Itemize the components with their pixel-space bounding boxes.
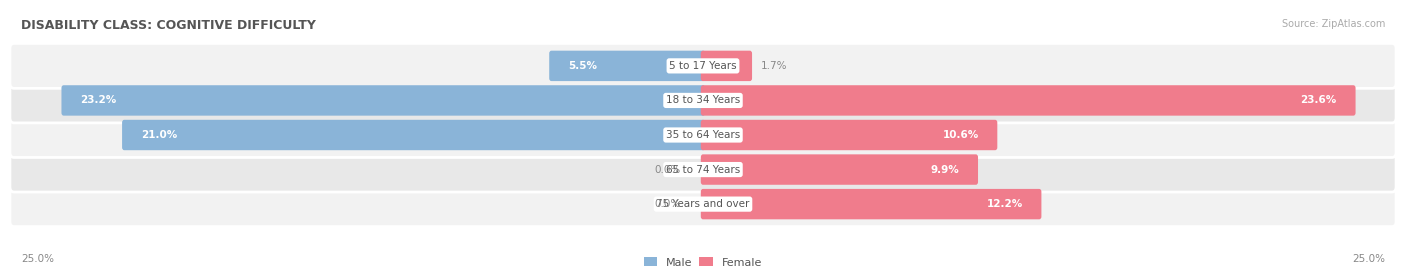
FancyBboxPatch shape (700, 85, 1355, 116)
Text: 25.0%: 25.0% (1353, 254, 1385, 264)
Text: 0.0%: 0.0% (655, 164, 681, 175)
FancyBboxPatch shape (10, 182, 1396, 227)
Text: 23.2%: 23.2% (80, 95, 117, 106)
Text: Source: ZipAtlas.com: Source: ZipAtlas.com (1281, 19, 1385, 29)
Text: 12.2%: 12.2% (987, 199, 1022, 209)
Text: 0.0%: 0.0% (655, 199, 681, 209)
FancyBboxPatch shape (700, 189, 1042, 219)
FancyBboxPatch shape (10, 78, 1396, 123)
FancyBboxPatch shape (10, 113, 1396, 157)
Text: 5.5%: 5.5% (568, 61, 598, 71)
Text: 25.0%: 25.0% (21, 254, 53, 264)
FancyBboxPatch shape (700, 154, 979, 185)
FancyBboxPatch shape (10, 147, 1396, 192)
FancyBboxPatch shape (10, 43, 1396, 88)
Text: 75 Years and over: 75 Years and over (657, 199, 749, 209)
Text: 35 to 64 Years: 35 to 64 Years (666, 130, 740, 140)
Text: 5 to 17 Years: 5 to 17 Years (669, 61, 737, 71)
FancyBboxPatch shape (62, 85, 706, 116)
FancyBboxPatch shape (700, 120, 997, 150)
Text: 1.7%: 1.7% (761, 61, 787, 71)
Text: 18 to 34 Years: 18 to 34 Years (666, 95, 740, 106)
Text: 21.0%: 21.0% (141, 130, 177, 140)
FancyBboxPatch shape (700, 51, 752, 81)
Text: 23.6%: 23.6% (1301, 95, 1337, 106)
Text: 65 to 74 Years: 65 to 74 Years (666, 164, 740, 175)
Text: 10.6%: 10.6% (942, 130, 979, 140)
Legend: Male, Female: Male, Female (644, 257, 762, 268)
FancyBboxPatch shape (550, 51, 706, 81)
Text: DISABILITY CLASS: COGNITIVE DIFFICULTY: DISABILITY CLASS: COGNITIVE DIFFICULTY (21, 19, 316, 32)
FancyBboxPatch shape (122, 120, 706, 150)
Text: 9.9%: 9.9% (931, 164, 959, 175)
